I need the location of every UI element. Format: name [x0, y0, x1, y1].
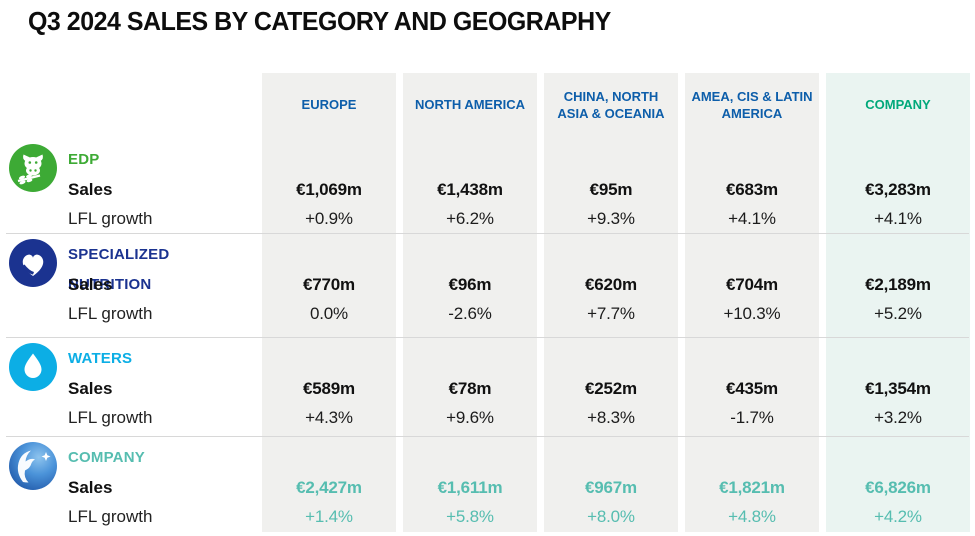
lfl-value: +3.2%: [874, 408, 922, 427]
sales-row-label: Sales: [68, 275, 113, 294]
water-drop-icon: [9, 343, 57, 391]
cow-icon: [9, 144, 57, 192]
column-header-north-america: NORTH AMERICA: [403, 73, 537, 138]
sales-value: €1,821m: [719, 478, 785, 497]
sales-value: €435m: [726, 379, 778, 398]
lfl-value: -2.6%: [448, 304, 492, 323]
lfl-value: +8.3%: [587, 408, 635, 427]
table-cell: €78m +9.6%: [403, 337, 537, 436]
sales-value: €620m: [585, 275, 637, 294]
table-cell: €252m +8.3%: [544, 337, 678, 436]
sales-value: €3,283m: [865, 180, 931, 199]
sales-value: €78m: [448, 379, 492, 398]
lfl-value: +8.0%: [587, 507, 635, 526]
sales-value: €1,069m: [296, 180, 362, 199]
sales-value: €589m: [303, 379, 355, 398]
row-divider: [6, 337, 969, 338]
globe-icon: [9, 442, 57, 490]
lfl-value: 0.0%: [310, 304, 348, 323]
table-cell: €6,826m +4.2%: [826, 436, 970, 532]
column-header-company: COMPANY: [826, 73, 970, 138]
row-label-waters: WATERS Sales LFL growth: [0, 337, 255, 436]
table-cell: €95m +9.3%: [544, 138, 678, 233]
column-header-europe: EUROPE: [262, 73, 396, 138]
lfl-growth-row-label: LFL growth: [68, 209, 153, 228]
category-name: COMPANY: [68, 449, 145, 466]
row-label-company: COMPANY Sales LFL growth: [0, 436, 255, 532]
lfl-value: +10.3%: [723, 304, 781, 323]
table-cell: €704m +10.3%: [685, 233, 819, 337]
lfl-growth-row-label: LFL growth: [68, 408, 153, 427]
table-cell: €770m 0.0%: [262, 233, 396, 337]
header-spacer: [0, 73, 255, 138]
table-cell: €683m +4.1%: [685, 138, 819, 233]
table-cell: €3,283m +4.1%: [826, 138, 970, 233]
lfl-value: +9.3%: [587, 209, 635, 228]
sales-value: €1,438m: [437, 180, 503, 199]
page-title: Q3 2024 SALES BY CATEGORY AND GEOGRAPHY: [28, 6, 611, 36]
lfl-growth-row-label: LFL growth: [68, 304, 153, 323]
lfl-value: +4.1%: [728, 209, 776, 228]
sales-value: €2,427m: [296, 478, 362, 497]
lfl-value: -1.7%: [730, 408, 774, 427]
row-label-specialized-nutrition: SPECIALIZED NUTRITION Sales LFL growth: [0, 233, 255, 337]
category-name: EDP: [68, 151, 100, 168]
table-cell: €1,354m +3.2%: [826, 337, 970, 436]
table-cell: €2,189m +5.2%: [826, 233, 970, 337]
column-header-amea-cis-latin-america: AMEA, CIS & LATIN AMERICA: [685, 73, 819, 138]
sales-row-label: Sales: [68, 478, 113, 497]
table-cell: €1,438m +6.2%: [403, 138, 537, 233]
table-cell: €1,821m +4.8%: [685, 436, 819, 532]
sales-value: €6,826m: [865, 478, 931, 497]
lfl-value: +0.9%: [305, 209, 353, 228]
sales-value: €252m: [585, 379, 637, 398]
lfl-value: +5.8%: [446, 507, 494, 526]
table-cell: €620m +7.7%: [544, 233, 678, 337]
sales-row-label: Sales: [68, 379, 113, 398]
table-cell: €435m -1.7%: [685, 337, 819, 436]
lfl-growth-row-label: LFL growth: [68, 507, 153, 526]
lfl-value: +9.6%: [446, 408, 494, 427]
sales-value: €1,611m: [437, 478, 503, 497]
sales-value: €967m: [585, 478, 637, 497]
lfl-value: +4.1%: [874, 209, 922, 228]
row-divider: [6, 233, 969, 234]
lfl-value: +4.8%: [728, 507, 776, 526]
sales-row-label: Sales: [68, 180, 113, 199]
lfl-value: +4.3%: [305, 408, 353, 427]
lfl-value: +1.4%: [305, 507, 353, 526]
sales-value: €96m: [448, 275, 492, 294]
lfl-value: +4.2%: [874, 507, 922, 526]
category-name: WATERS: [68, 350, 133, 367]
table-cell: €2,427m +1.4%: [262, 436, 396, 532]
sales-value: €770m: [303, 275, 355, 294]
table-cell: €96m -2.6%: [403, 233, 537, 337]
sales-value: €95m: [589, 180, 633, 199]
column-header-china-north-asia-oceania: CHINA, NORTH ASIA & OCEANIA: [544, 73, 678, 138]
sales-value: €2,189m: [865, 275, 931, 294]
row-label-edp: EDP Sales LFL growth: [0, 138, 255, 233]
table-cell: €1,069m +0.9%: [262, 138, 396, 233]
table-cell: €1,611m +5.8%: [403, 436, 537, 532]
sales-table: EUROPE NORTH AMERICA CHINA, NORTH ASIA &…: [0, 73, 975, 532]
lfl-value: +5.2%: [874, 304, 922, 323]
sales-value: €1,354m: [865, 379, 931, 398]
table-cell: €967m +8.0%: [544, 436, 678, 532]
sales-value: €683m: [726, 180, 778, 199]
sales-value: €704m: [726, 275, 778, 294]
heart-hand-icon: [9, 239, 57, 287]
lfl-value: +7.7%: [587, 304, 635, 323]
row-divider: [6, 436, 969, 437]
lfl-value: +6.2%: [446, 209, 494, 228]
category-name: SPECIALIZED NUTRITION: [68, 246, 170, 293]
table-cell: €589m +4.3%: [262, 337, 396, 436]
